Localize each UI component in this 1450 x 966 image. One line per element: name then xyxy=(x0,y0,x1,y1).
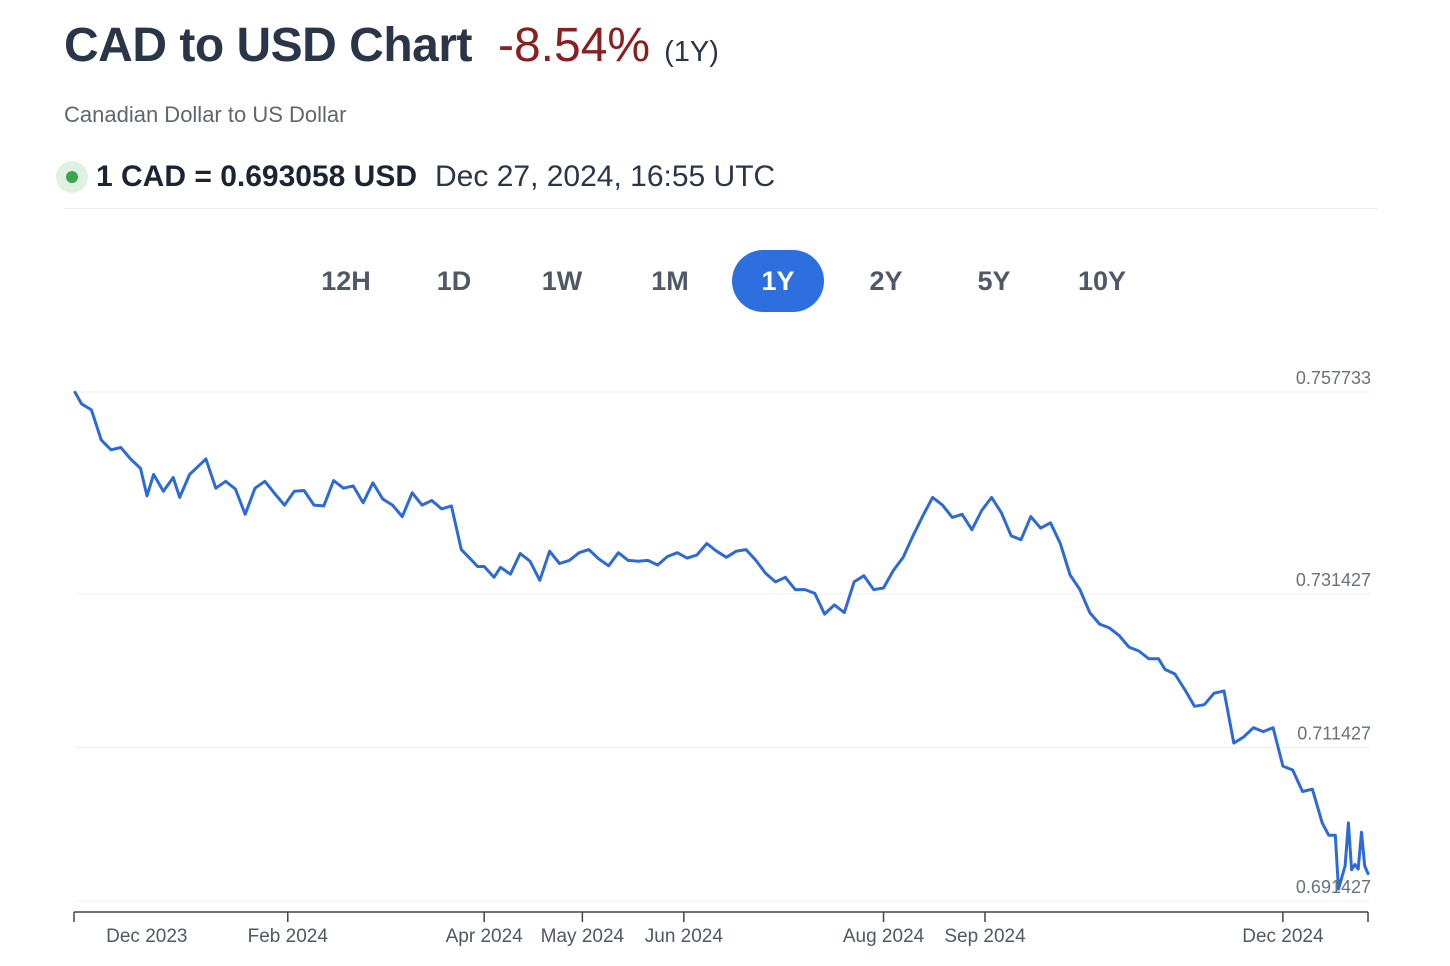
period-label: (1Y) xyxy=(664,36,719,68)
page-subtitle: Canadian Dollar to US Dollar xyxy=(64,102,347,127)
tab-2y[interactable]: 2Y xyxy=(869,265,903,296)
y-tick-label: 0.731427 xyxy=(1296,570,1371,590)
current-rate: 1 CAD = 0.693058 USD xyxy=(96,160,418,193)
x-tick-label: Jun 2024 xyxy=(645,926,724,947)
price-line[interactable] xyxy=(73,390,1370,891)
y-tick-label: 0.691427 xyxy=(1296,877,1371,897)
tab-1m[interactable]: 1M xyxy=(651,265,689,296)
x-tick-label: May 2024 xyxy=(541,926,625,947)
x-tick-label: Apr 2024 xyxy=(446,926,524,947)
change-percent: -8.54% xyxy=(498,19,651,72)
header-divider xyxy=(64,208,1378,209)
rate-row: 1 CAD = 0.693058 USD Dec 27, 2024, 16:55… xyxy=(56,160,775,194)
tab-12h[interactable]: 12H xyxy=(321,265,371,296)
x-tick-label: Dec 2024 xyxy=(1242,926,1324,947)
y-tick-label: 0.757733 xyxy=(1296,368,1371,388)
tab-5y[interactable]: 5Y xyxy=(977,265,1011,296)
x-tick-label: Dec 2023 xyxy=(106,926,187,947)
page-title: CAD to USD Chart xyxy=(64,19,473,72)
tab-1d[interactable]: 1D xyxy=(436,265,472,296)
rate-timestamp: Dec 27, 2024, 16:55 UTC xyxy=(435,160,776,193)
x-tick-label: Feb 2024 xyxy=(248,926,329,947)
tab-10y[interactable]: 10Y xyxy=(1077,265,1127,296)
tab-1y[interactable]: 1Y xyxy=(732,250,824,312)
title-row: CAD to USD Chart -8.54% (1Y) xyxy=(64,18,719,73)
x-tick-label: Sep 2024 xyxy=(944,926,1026,947)
range-tabs: 12H 1D 1W 1M 1Y 2Y 5Y 10Y xyxy=(300,250,1148,312)
tab-1w[interactable]: 1W xyxy=(541,265,583,296)
live-status-icon xyxy=(56,161,88,193)
y-tick-label: 0.711427 xyxy=(1297,724,1371,744)
x-tick-label: Aug 2024 xyxy=(843,926,925,947)
